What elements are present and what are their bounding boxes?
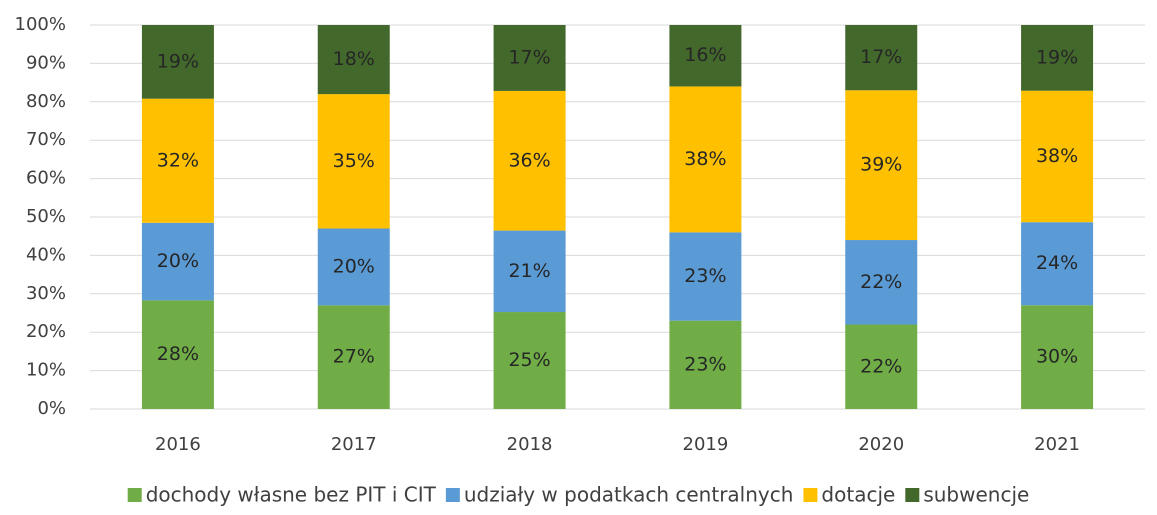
data-label: 25% <box>508 349 550 371</box>
y-tick-label: 20% <box>26 321 66 342</box>
bar-segment <box>1021 25 1094 91</box>
y-tick-label: 10% <box>26 360 66 381</box>
data-label: 23% <box>684 265 726 287</box>
data-label: 17% <box>508 46 550 68</box>
y-tick-label: 70% <box>26 129 66 150</box>
data-label: 36% <box>508 149 550 171</box>
y-tick-label: 0% <box>37 398 66 419</box>
bar-segment <box>669 25 742 87</box>
x-tick-label: 2016 <box>155 434 201 455</box>
data-label: 35% <box>333 150 375 172</box>
data-label: 21% <box>508 260 550 282</box>
bar-segment <box>845 25 918 91</box>
data-label: 19% <box>157 50 199 72</box>
data-label: 18% <box>333 48 375 70</box>
bar-segment <box>141 98 214 223</box>
bar-segment <box>1021 305 1094 409</box>
legend-label: dochody własne bez PIT i CIT <box>146 483 437 507</box>
data-label: 39% <box>860 154 902 176</box>
bar-segment <box>141 222 214 301</box>
data-label: 38% <box>1036 145 1078 167</box>
x-tick-label: 2018 <box>507 434 553 455</box>
y-tick-label: 40% <box>26 244 66 265</box>
data-label: 20% <box>157 250 199 272</box>
legend-swatch <box>905 488 920 502</box>
bar-segment <box>1021 90 1094 223</box>
bar-segment <box>317 305 390 409</box>
bar-segment <box>669 232 742 321</box>
bar-segment <box>317 25 390 95</box>
data-label: 22% <box>860 355 902 377</box>
bar-segment <box>493 312 566 409</box>
x-tick-label: 2020 <box>858 434 904 455</box>
data-label: 20% <box>333 255 375 277</box>
data-label: 17% <box>860 46 902 68</box>
bar-segment <box>141 300 214 409</box>
bar-segment <box>845 90 918 241</box>
y-tick-label: 90% <box>26 52 66 73</box>
x-tick-label: 2021 <box>1034 434 1080 455</box>
bar-segment <box>493 25 566 91</box>
legend-label: dotacje <box>821 483 895 507</box>
data-label: 23% <box>684 353 726 375</box>
legend-label: udziały w podatkach centralnych <box>464 483 794 507</box>
bar-segment <box>669 86 742 233</box>
x-tick-label: 2017 <box>331 434 377 455</box>
data-label: 27% <box>333 346 375 368</box>
legend-swatch <box>445 488 460 502</box>
bar-segment <box>845 240 918 325</box>
bar-segment <box>317 228 390 306</box>
bar-segment <box>493 230 566 313</box>
data-label: 16% <box>684 44 726 66</box>
y-tick-label: 60% <box>26 168 66 189</box>
legend-swatch <box>803 488 818 502</box>
data-label: 30% <box>1036 346 1078 368</box>
y-tick-label: 50% <box>26 206 66 227</box>
bar-segment <box>317 94 390 229</box>
bar-segment <box>493 90 566 231</box>
data-label: 19% <box>1036 46 1078 68</box>
bar-segment <box>141 25 214 99</box>
y-tick-label: 30% <box>26 283 66 304</box>
data-label: 32% <box>157 149 199 171</box>
bar-segment <box>1021 222 1094 306</box>
data-label: 24% <box>1036 252 1078 274</box>
x-tick-label: 2019 <box>683 434 729 455</box>
data-label: 38% <box>684 148 726 170</box>
bar-segment <box>845 324 918 409</box>
bar-segment <box>669 320 742 409</box>
y-tick-label: 80% <box>26 91 66 112</box>
data-label: 28% <box>157 343 199 365</box>
legend-label: subwencje <box>923 483 1029 507</box>
data-label: 22% <box>860 271 902 293</box>
legend-swatch <box>127 488 142 502</box>
y-tick-label: 100% <box>15 14 66 35</box>
